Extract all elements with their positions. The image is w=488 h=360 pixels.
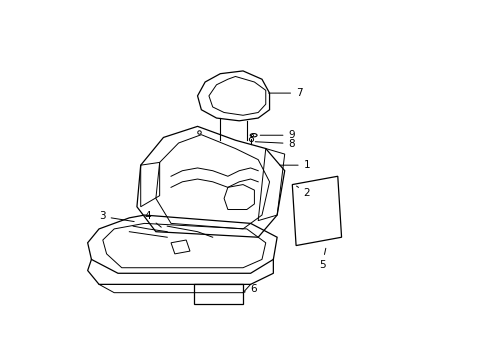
Text: 1: 1	[279, 160, 310, 170]
Text: 8: 8	[255, 139, 295, 149]
Text: 6: 6	[243, 284, 257, 293]
Text: 9: 9	[260, 130, 295, 140]
Text: 2: 2	[296, 186, 310, 198]
Text: 5: 5	[318, 248, 325, 270]
Text: 7: 7	[268, 88, 302, 98]
Text: 4: 4	[144, 211, 161, 227]
Text: 3: 3	[99, 211, 134, 221]
